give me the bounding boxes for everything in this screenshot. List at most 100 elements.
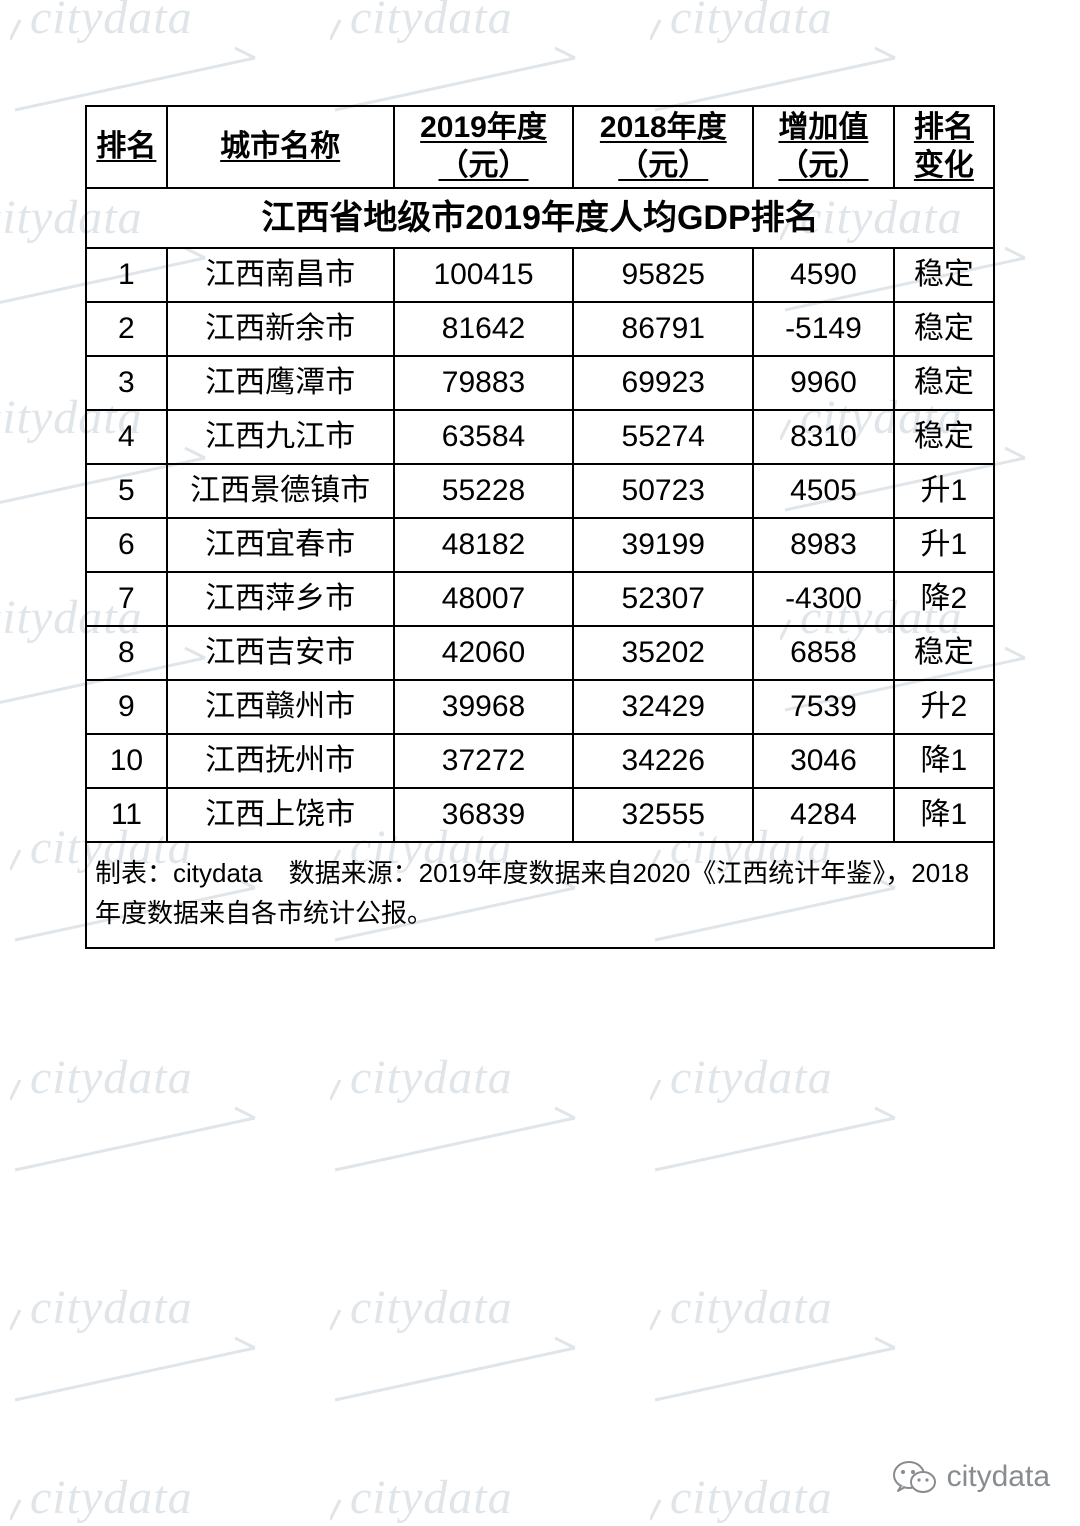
cell-y2019: 63584 (394, 410, 574, 464)
watermark-text: citydata (670, 1050, 833, 1105)
cell-city: 江西萍乡市 (167, 572, 394, 626)
col-header-y2018: 2018年度（元） (573, 106, 753, 188)
cell-delta: 6858 (753, 626, 894, 680)
col-header-rank: 排名 (86, 106, 167, 188)
watermark-text: citydata (30, 1050, 193, 1105)
cell-y2018: 39199 (573, 518, 753, 572)
cell-change: 升1 (894, 518, 994, 572)
table-footer: 制表：citydata 数据来源：2019年度数据来自2020《江西统计年鉴》，… (86, 842, 994, 948)
cell-y2019: 42060 (394, 626, 574, 680)
cell-y2018: 35202 (573, 626, 753, 680)
cell-y2019: 48007 (394, 572, 574, 626)
cell-y2019: 79883 (394, 356, 574, 410)
table-row: 3江西鹰潭市79883699239960稳定 (86, 356, 994, 410)
table-footer-row: 制表：citydata 数据来源：2019年度数据来自2020《江西统计年鉴》，… (86, 842, 994, 948)
cell-y2019: 37272 (394, 734, 574, 788)
cell-delta: 3046 (753, 734, 894, 788)
table-row: 2江西新余市8164286791-5149稳定 (86, 302, 994, 356)
table-body: 1江西南昌市100415958254590稳定2江西新余市8164286791-… (86, 248, 994, 842)
col-header-label: 2019年度（元） (420, 109, 547, 185)
cell-change: 升1 (894, 464, 994, 518)
watermark: citydata (330, 1280, 630, 1440)
cell-change: 稳定 (894, 356, 994, 410)
col-header-label: 城市名称 (220, 128, 340, 166)
gdp-table-container: 江西省地级市2019年度人均GDP排名 排名 城市名称 2019年度（元） 2018年… (85, 105, 995, 949)
cell-city: 江西鹰潭市 (167, 356, 394, 410)
cell-y2018: 50723 (573, 464, 753, 518)
watermark: citydata (650, 1050, 950, 1210)
source-badge: citydata (893, 1458, 1050, 1496)
cell-y2018: 86791 (573, 302, 753, 356)
cell-rank: 1 (86, 248, 167, 302)
cell-y2019: 81642 (394, 302, 574, 356)
cell-rank: 5 (86, 464, 167, 518)
cell-change: 稳定 (894, 626, 994, 680)
watermark: citydata (330, 1050, 630, 1210)
table-row: 4江西九江市63584552748310稳定 (86, 410, 994, 464)
col-header-y2019: 2019年度（元） (394, 106, 574, 188)
cell-change: 降2 (894, 572, 994, 626)
watermark-text: citydata (670, 1470, 833, 1525)
watermark-text: citydata (350, 1050, 513, 1105)
watermark: citydata (10, 1470, 310, 1526)
watermark-text: citydata (30, 1280, 193, 1335)
watermark-text: citydata (350, 1280, 513, 1335)
cell-rank: 9 (86, 680, 167, 734)
table-row: 10江西抚州市37272342263046降1 (86, 734, 994, 788)
gdp-table: 江西省地级市2019年度人均GDP排名 排名 城市名称 2019年度（元） 2018年… (85, 105, 995, 949)
cell-rank: 2 (86, 302, 167, 356)
table-row: 6江西宜春市48182391998983升1 (86, 518, 994, 572)
table-row: 9江西赣州市39968324297539升2 (86, 680, 994, 734)
col-header-delta: 增加值（元） (753, 106, 894, 188)
col-header-label: 排名变化 (914, 109, 974, 185)
cell-delta: 7539 (753, 680, 894, 734)
cell-change: 降1 (894, 734, 994, 788)
cell-delta: 4590 (753, 248, 894, 302)
cell-y2019: 39968 (394, 680, 574, 734)
table-row: 8江西吉安市42060352026858稳定 (86, 626, 994, 680)
cell-change: 稳定 (894, 248, 994, 302)
table-row: 7江西萍乡市4800752307-4300降2 (86, 572, 994, 626)
table-title-row: 江西省地级市2019年度人均GDP排名 (86, 188, 994, 248)
cell-y2018: 52307 (573, 572, 753, 626)
watermark-text: citydata (670, 0, 833, 45)
col-header-city: 城市名称 (167, 106, 394, 188)
cell-city: 江西景德镇市 (167, 464, 394, 518)
cell-change: 稳定 (894, 302, 994, 356)
cell-rank: 3 (86, 356, 167, 410)
watermark: citydata (650, 1280, 950, 1440)
cell-city: 江西抚州市 (167, 734, 394, 788)
table-header-row: 排名 城市名称 2019年度（元） 2018年度（元） 增加值（元） 排名变化 (86, 106, 994, 188)
cell-delta: 4505 (753, 464, 894, 518)
cell-city: 江西南昌市 (167, 248, 394, 302)
cell-y2018: 32555 (573, 788, 753, 842)
col-header-label: 增加值（元） (778, 109, 868, 185)
cell-y2019: 36839 (394, 788, 574, 842)
watermark: citydata (330, 1470, 630, 1526)
cell-y2019: 100415 (394, 248, 574, 302)
cell-rank: 8 (86, 626, 167, 680)
cell-y2018: 55274 (573, 410, 753, 464)
col-header-label: 排名 (96, 128, 156, 166)
cell-delta: 4284 (753, 788, 894, 842)
cell-city: 江西吉安市 (167, 626, 394, 680)
cell-city: 江西新余市 (167, 302, 394, 356)
cell-y2019: 48182 (394, 518, 574, 572)
cell-y2018: 32429 (573, 680, 753, 734)
cell-y2018: 69923 (573, 356, 753, 410)
cell-rank: 11 (86, 788, 167, 842)
cell-delta: 8983 (753, 518, 894, 572)
cell-city: 江西宜春市 (167, 518, 394, 572)
watermark-text: citydata (670, 1280, 833, 1335)
cell-change: 降1 (894, 788, 994, 842)
cell-city: 江西赣州市 (167, 680, 394, 734)
cell-y2019: 55228 (394, 464, 574, 518)
table-row: 5江西景德镇市55228507234505升1 (86, 464, 994, 518)
cell-rank: 6 (86, 518, 167, 572)
cell-rank: 10 (86, 734, 167, 788)
table-row: 1江西南昌市100415958254590稳定 (86, 248, 994, 302)
watermark: citydata (10, 1280, 310, 1440)
cell-delta: 8310 (753, 410, 894, 464)
cell-delta: -5149 (753, 302, 894, 356)
col-header-change: 排名变化 (894, 106, 994, 188)
